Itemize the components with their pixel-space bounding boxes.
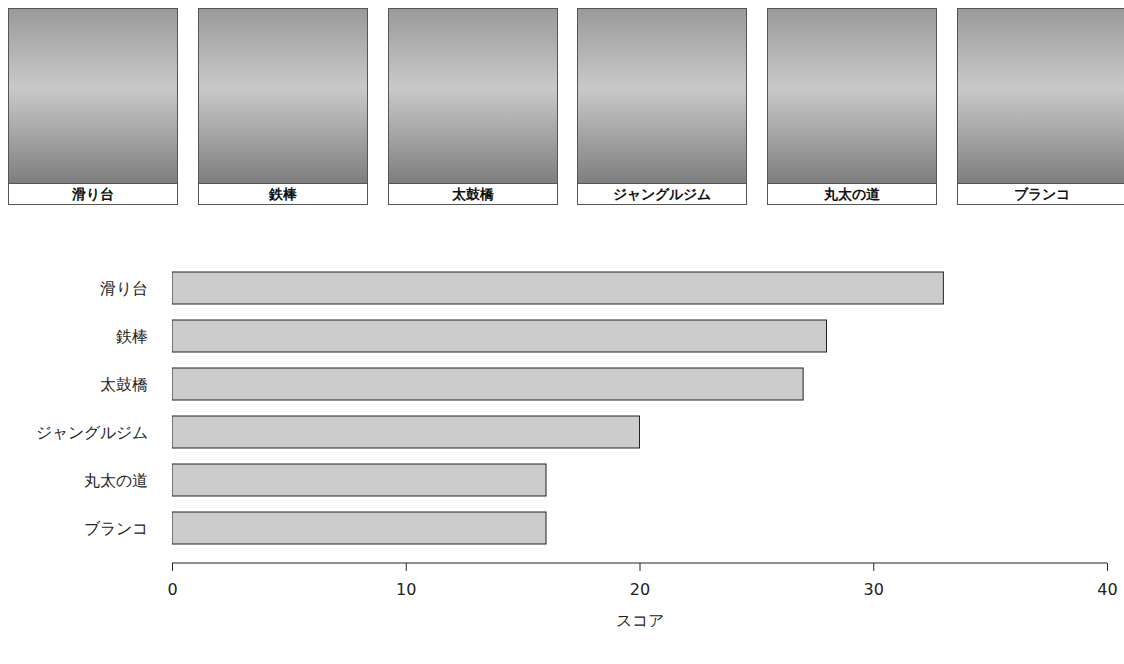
svg-text:鉄棒: 鉄棒 <box>116 327 148 346</box>
svg-text:ブランコ: ブランコ <box>84 519 148 538</box>
svg-text:30: 30 <box>864 580 884 599</box>
svg-text:0: 0 <box>167 580 177 599</box>
svg-text:20: 20 <box>630 580 650 599</box>
svg-text:スコア: スコア <box>616 611 664 630</box>
html-text:鉄棒: 鉄棒 <box>268 186 297 202</box>
svg-text:滑り台: 滑り台 <box>100 279 148 298</box>
html-text:滑り台: 滑り台 <box>72 186 114 202</box>
html-text:太鼓橋: 太鼓橋 <box>451 186 494 202</box>
svg-text:10: 10 <box>396 580 416 599</box>
svg-text:40: 40 <box>1097 580 1117 599</box>
html-text:ジャングルジム: ジャングルジム <box>613 186 712 202</box>
svg-text:ジャングルジム: ジャングルジム <box>36 423 148 442</box>
html-text:丸太の道: 丸太の道 <box>824 186 881 202</box>
svg-text:丸太の道: 丸太の道 <box>84 471 148 490</box>
svg-text:太鼓橋: 太鼓橋 <box>100 375 148 394</box>
html-text:ブランコ: ブランコ <box>1014 186 1070 202</box>
